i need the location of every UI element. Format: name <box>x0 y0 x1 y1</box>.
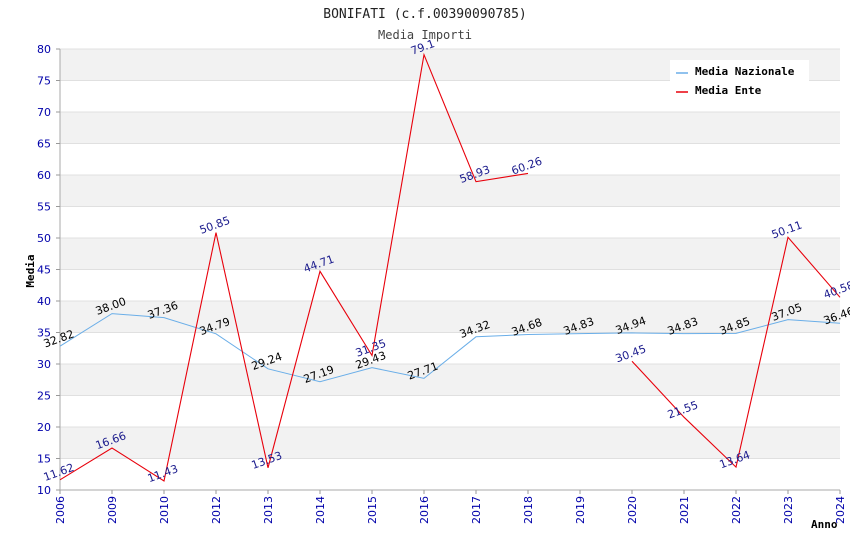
y-tick-label: 80 <box>37 43 51 56</box>
x-tick-label: 2019 <box>574 496 587 524</box>
x-tick-label: 2015 <box>366 496 379 524</box>
y-tick-label: 70 <box>37 106 51 119</box>
x-tick-label: 2021 <box>678 496 691 524</box>
legend-label-media-ente: Media Ente <box>695 84 762 97</box>
x-axis-label: Anno <box>811 518 838 531</box>
y-tick-label: 35 <box>37 327 51 340</box>
x-tick-label: 2020 <box>626 496 639 524</box>
legend: Media Nazionale Media Ente <box>670 60 809 102</box>
y-tick-label: 65 <box>37 138 51 151</box>
grid-band <box>60 301 840 333</box>
legend-label-media-nazionale: Media Nazionale <box>695 65 795 78</box>
chart-title: BONIFATI (c.f.00390090785) <box>323 7 527 22</box>
series-line-media-nazionale <box>59 313 841 383</box>
legend-box <box>670 60 809 102</box>
grid-band <box>60 238 840 270</box>
x-tick-label: 2006 <box>54 496 67 524</box>
y-axis-ticks: 10 15 20 25 30 35 40 45 50 55 60 65 70 75 80 <box>37 43 60 497</box>
grid-band <box>60 427 840 459</box>
x-tick-label: 2010 <box>158 496 171 524</box>
x-tick-label: 2016 <box>418 496 431 524</box>
y-tick-label: 15 <box>37 453 51 466</box>
y-tick-label: 60 <box>37 169 51 182</box>
series-line-media-ente <box>631 236 841 469</box>
x-tick-label: 2024 <box>834 496 847 524</box>
y-tick-label: 50 <box>37 232 51 245</box>
grid-band <box>60 364 840 396</box>
y-axis-label: Media <box>24 254 37 287</box>
grid-band <box>60 175 840 207</box>
series-line-media-ente <box>59 52 529 482</box>
x-tick-label: 2014 <box>314 496 327 524</box>
y-tick-label: 10 <box>37 484 51 497</box>
x-tick-label: 2012 <box>210 496 223 524</box>
y-tick-label: 75 <box>37 75 51 88</box>
x-tick-label: 2013 <box>262 496 275 524</box>
x-tick-label: 2022 <box>730 496 743 524</box>
chart-subtitle: Media Importi <box>378 28 472 42</box>
x-tick-label: 2017 <box>470 496 483 524</box>
y-tick-label: 20 <box>37 421 51 434</box>
series-lines <box>59 52 841 482</box>
y-tick-label: 30 <box>37 358 51 371</box>
y-tick-label: 40 <box>37 295 51 308</box>
x-tick-label: 2009 <box>106 496 119 524</box>
x-tick-label: 2018 <box>522 496 535 524</box>
x-axis-ticks: 2006 2009 2010 2012 2013 2014 2015 2016 2017 2018… <box>54 490 847 524</box>
x-tick-label: 2023 <box>782 496 795 524</box>
y-tick-label: 25 <box>37 390 51 403</box>
y-tick-label: 55 <box>37 201 51 214</box>
y-tick-label: 45 <box>37 264 51 277</box>
grid-band <box>60 112 840 144</box>
